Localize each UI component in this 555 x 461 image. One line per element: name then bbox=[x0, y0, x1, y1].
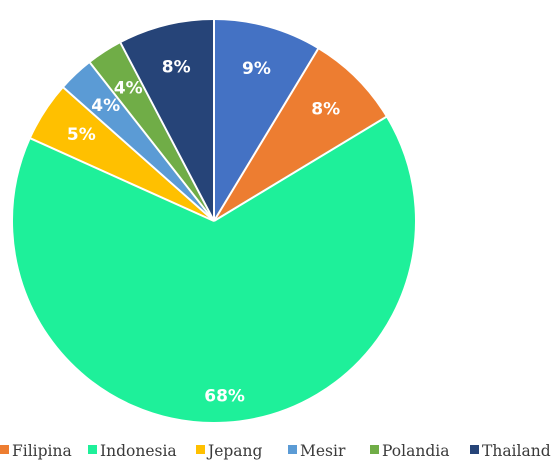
slice-label-mesir: 4% bbox=[91, 96, 120, 116]
legend-label-jepang: Jepang bbox=[206, 442, 263, 460]
legend-swatch-jepang bbox=[196, 445, 205, 454]
slice-label-unlabeled: 9% bbox=[242, 59, 271, 79]
pie-slice-filipina bbox=[213, 48, 387, 222]
slice-label-jepang: 5% bbox=[67, 125, 96, 145]
slice-separator bbox=[62, 86, 215, 222]
slice-labels: 9% 8% 68% 5% 4%4% 8% bbox=[67, 58, 340, 407]
slice-label-indonesia: 68% bbox=[204, 387, 245, 407]
slice-separator bbox=[213, 115, 388, 222]
legend-swatch-filipina bbox=[0, 445, 9, 454]
legend-swatch-mesir bbox=[288, 445, 297, 454]
legend-label-thailand: Thailand bbox=[482, 442, 551, 460]
pie-slice-thailand bbox=[119, 19, 215, 222]
legend-label-filipina: Filipina bbox=[12, 442, 72, 460]
legend-label-polandia: Polandia bbox=[382, 442, 449, 460]
slice-label-filipina: 8% bbox=[311, 99, 340, 119]
slice-separator bbox=[213, 47, 320, 222]
slice-label-polandia: 4% bbox=[114, 78, 143, 98]
legend-label-mesir: Mesir bbox=[300, 442, 346, 460]
slice-separator bbox=[29, 137, 215, 222]
pie-slices bbox=[13, 19, 415, 422]
legend-swatch-polandia bbox=[370, 445, 379, 454]
pie-slice-indonesia bbox=[13, 116, 415, 422]
slice-separator bbox=[88, 61, 215, 222]
legend-swatch-indonesia bbox=[88, 445, 97, 454]
legend-swatch-thailand bbox=[470, 445, 479, 454]
legend: Filipina Indonesia Jepang Mesir Polandia Thai… bbox=[0, 442, 551, 460]
legend-label-indonesia: Indonesia bbox=[100, 442, 177, 460]
pie-slice-unlabeled bbox=[213, 19, 319, 225]
slice-label-thailand: 8% bbox=[162, 58, 191, 78]
slice-separator bbox=[119, 41, 215, 222]
